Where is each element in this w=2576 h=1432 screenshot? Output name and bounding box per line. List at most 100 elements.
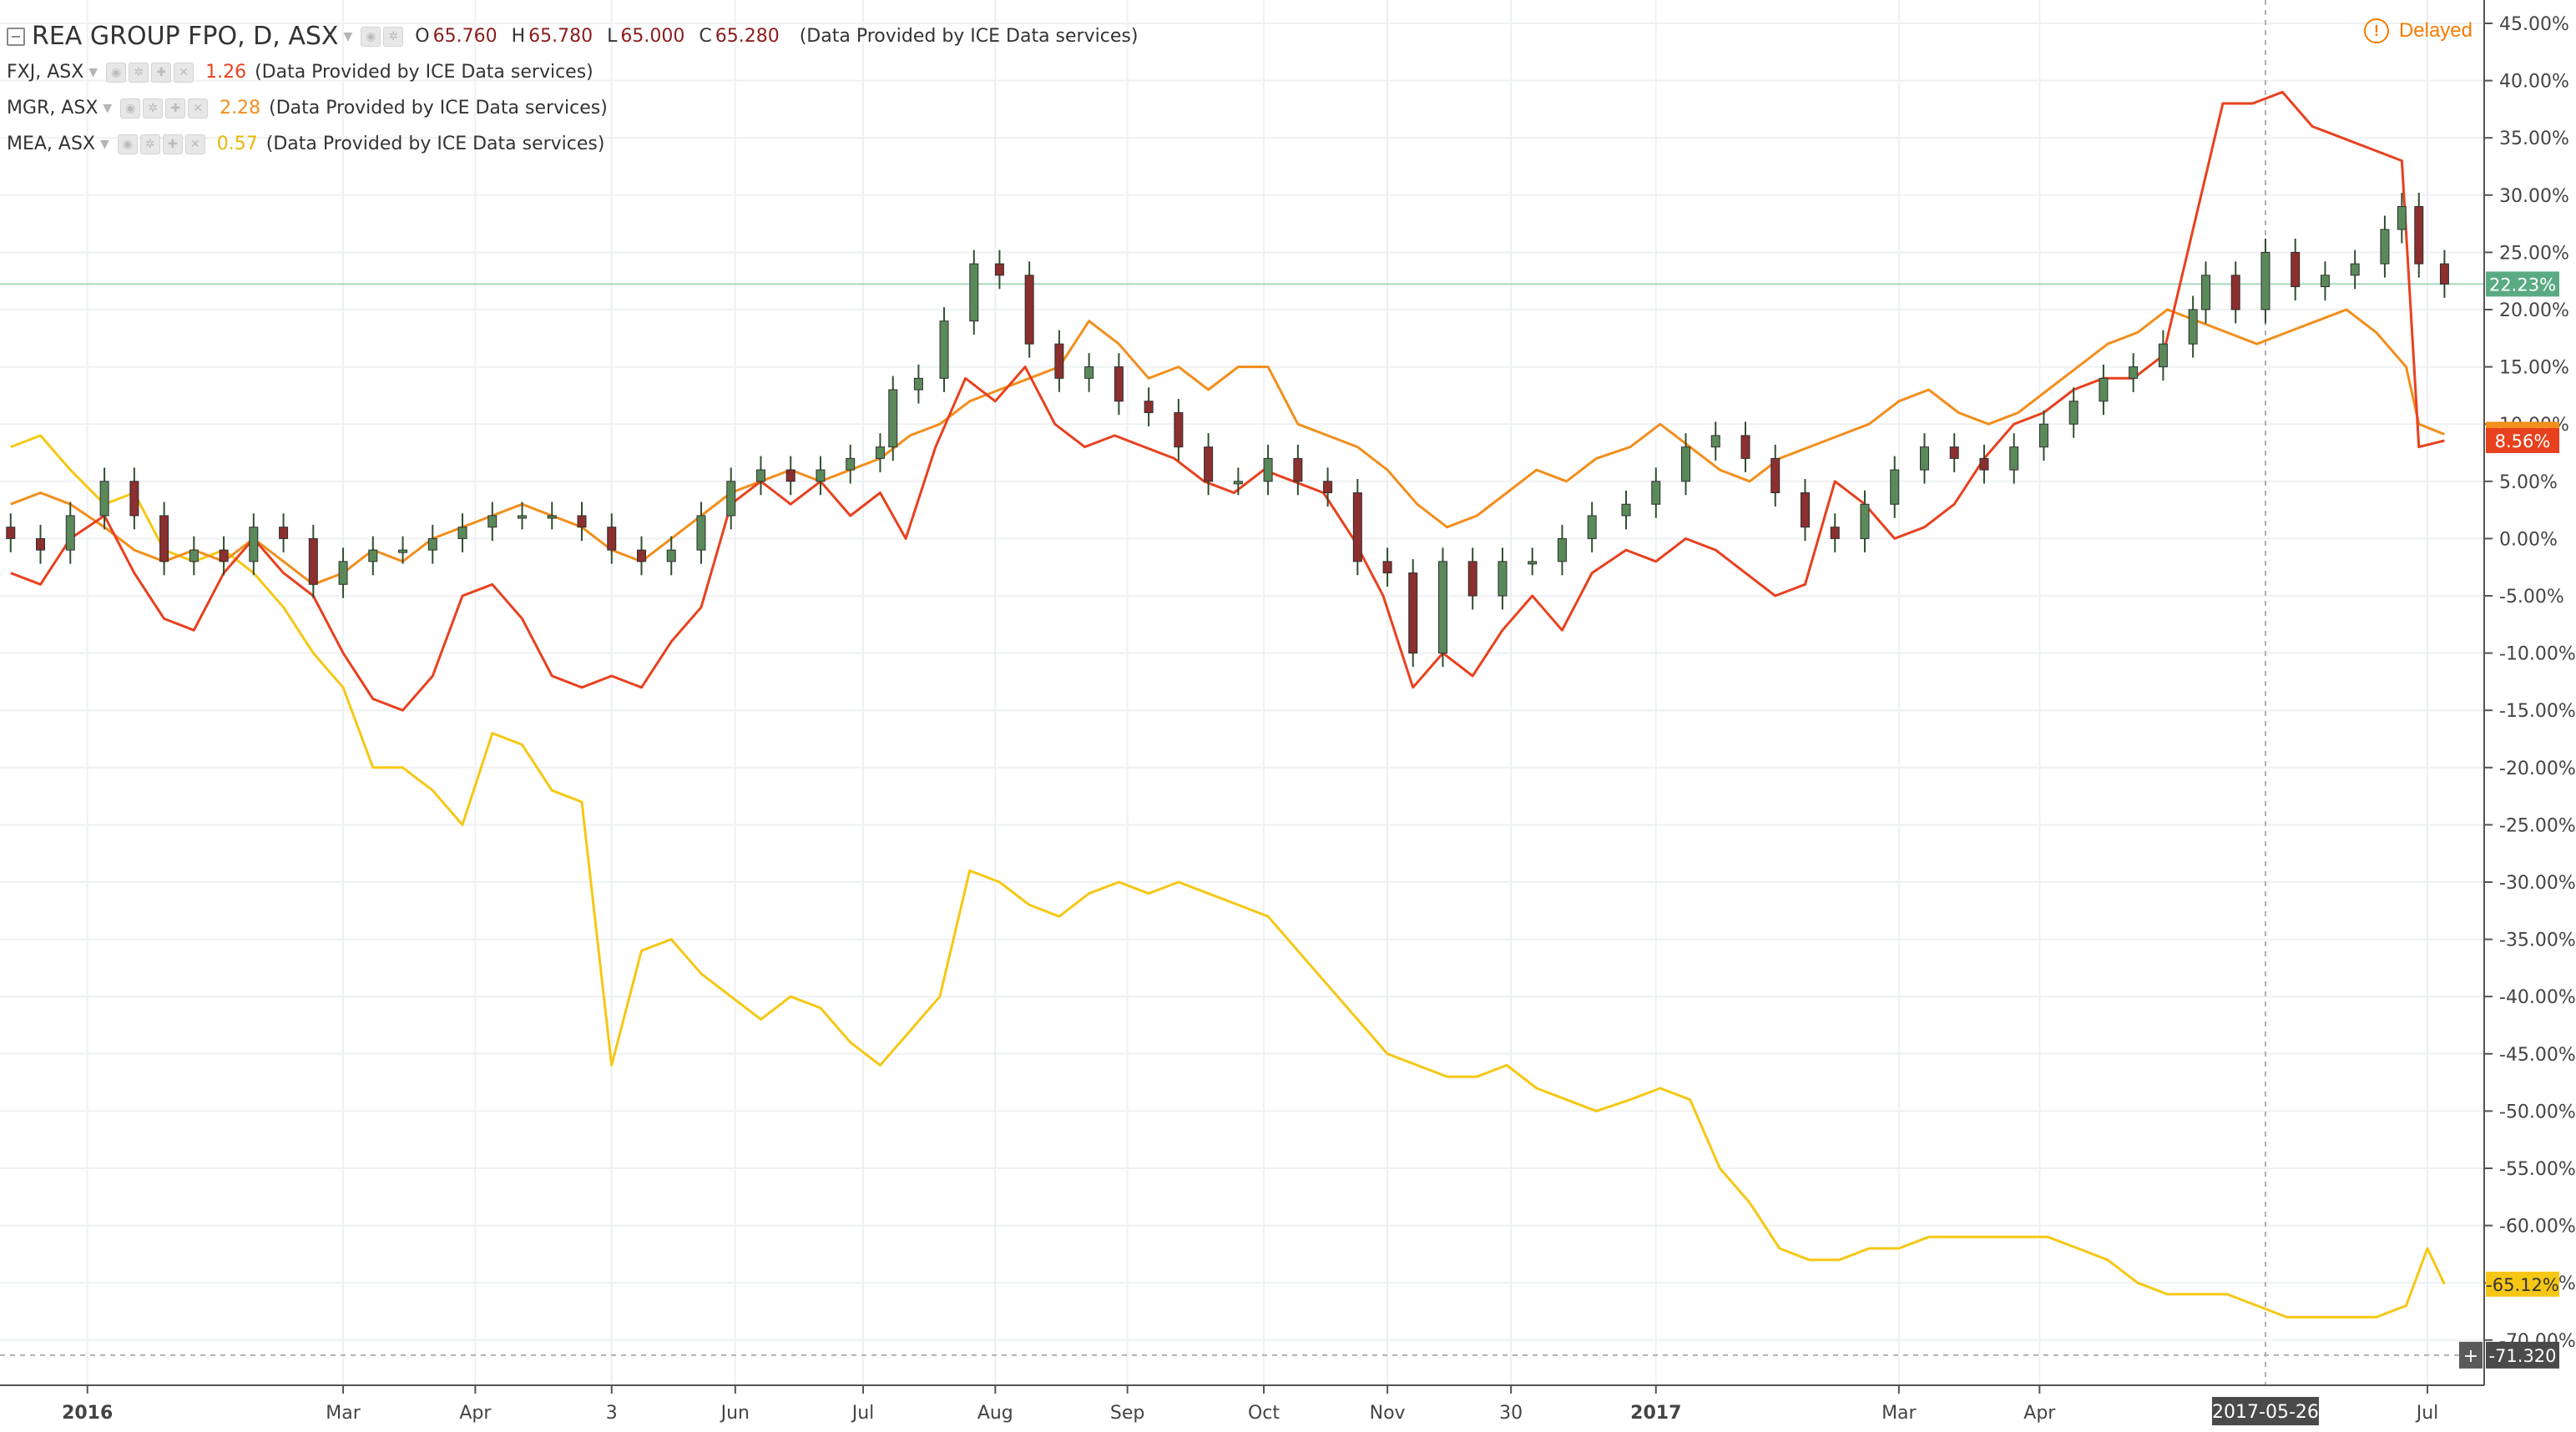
low-label: L [607, 26, 618, 47]
x-tick-label: Apr [2023, 1403, 2056, 1424]
candle-body [755, 469, 765, 482]
compare-symbol-label[interactable]: FXJ, ASX [7, 62, 84, 83]
candle-body [2414, 206, 2424, 265]
candle-body [1949, 446, 1959, 459]
plus-icon-glyph: + [2463, 1346, 2478, 1367]
candle-body [1204, 446, 1214, 482]
chevron-down-icon[interactable]: ▼ [103, 101, 113, 115]
plus-icon[interactable]: ✚ [162, 134, 183, 154]
series-layer [6, 90, 2449, 1319]
candle-body [129, 481, 139, 517]
y-tick-label: -5.00% [2499, 587, 2564, 608]
candle-body [1084, 366, 1094, 379]
last-value-badge [2486, 427, 2559, 453]
gear-icon[interactable]: ✲ [143, 98, 164, 118]
y-tick-label: -20.00% [2499, 759, 2576, 779]
candle-body [1860, 503, 1870, 539]
candle-body [65, 515, 75, 551]
series-line-mgr [10, 308, 2445, 586]
close-icon[interactable]: ✕ [184, 134, 205, 154]
ohlc-values: O 65.760 H 65.780 L 65.000 C 65.280 [415, 26, 787, 47]
candle-body [875, 446, 885, 459]
x-tick-label: Jul [851, 1403, 875, 1424]
gear-icon[interactable]: ✲ [139, 134, 160, 154]
plus-icon[interactable]: ✚ [151, 62, 172, 83]
eye-icon[interactable]: ◉ [361, 26, 381, 47]
x-tick-label: 30 [1499, 1403, 1523, 1424]
candle-body [1054, 343, 1064, 379]
y-tick-label: 35.00% [2499, 129, 2569, 149]
chevron-down-icon[interactable]: ▼ [100, 137, 109, 151]
x-tick-label: Mar [1881, 1403, 1917, 1424]
last-value-labels: 22.23%9.11%8.56%-65.12% [2486, 271, 2559, 1297]
x-tick-label: Aug [977, 1403, 1013, 1424]
candle-body [2009, 446, 2019, 471]
candle-body [666, 549, 676, 562]
x-tick-label: Mar [326, 1403, 361, 1424]
candle-body [457, 527, 467, 539]
candle-body [785, 469, 796, 482]
compare-symbol-label[interactable]: MGR, ASX [7, 98, 98, 118]
collapse-legend-icon[interactable] [7, 27, 25, 46]
last-value-badge [2486, 1271, 2559, 1297]
data-provider-text: (Data Provided by ICE Data services) [265, 134, 605, 154]
candle-body [1681, 446, 1691, 482]
candle-body [1323, 481, 1333, 494]
candle-body [1408, 572, 1418, 654]
y-tick-label: -10.00% [2499, 644, 2576, 665]
candle-body [816, 469, 826, 482]
crosshair-date-badge [2211, 1397, 2319, 1425]
x-axis-ticks: 2016 Mar Apr 3 Jun Jul Aug Sep Oct Nov 30 2017 Mar Ap… [62, 1385, 2438, 1424]
delayed-indicator[interactable]: ! Delayed [2363, 18, 2472, 43]
x-tick-label: Sep [1110, 1403, 1144, 1424]
candle-body [368, 549, 378, 562]
candle-body [1233, 481, 1243, 485]
close-value: 65.280 [715, 26, 780, 47]
candle-body [1528, 561, 1538, 565]
chevron-down-icon[interactable]: ▼ [88, 65, 98, 79]
candle-body [1293, 457, 1303, 482]
grid [0, 0, 2484, 1385]
plus-icon[interactable]: ✚ [165, 98, 186, 118]
compare-symbol-label[interactable]: MEA, ASX [7, 134, 96, 154]
chevron-down-icon[interactable]: ▼ [343, 29, 353, 43]
candle-body [1437, 561, 1447, 654]
main-symbol-title[interactable]: REA GROUP FPO, D, ASX [32, 22, 339, 51]
candle-body [36, 537, 46, 551]
compare-legend-fxj: FXJ, ASX ▼ ◉ ✲ ✚ ✕ 1.26 (Data Provided b… [7, 54, 1138, 90]
y-tick-label: 20.00% [2499, 300, 2569, 321]
candle-body [427, 537, 437, 551]
gear-icon[interactable]: ✲ [129, 62, 149, 83]
close-label: C [699, 26, 712, 47]
y-tick-label: 5.00% [2499, 472, 2558, 493]
y-tick-label: 30.00% [2499, 186, 2569, 207]
series-buttons: ◉ ✲ ✚ ✕ [106, 62, 194, 83]
eye-icon[interactable]: ◉ [120, 98, 141, 118]
price-axis-background[interactable] [2484, 0, 2576, 1432]
candle-body [189, 549, 199, 562]
series-buttons: ◉ ✲ ✚ ✕ [117, 134, 205, 154]
y-tick-label: -55.00% [2499, 1159, 2576, 1180]
candle-body [6, 527, 16, 539]
series-buttons: ◉ ✲ [361, 26, 404, 47]
main-series-legend: REA GROUP FPO, D, ASX ▼ ◉ ✲ O 65.760 H 65.… [7, 18, 1138, 54]
candle-body [1352, 492, 1362, 562]
gear-icon[interactable]: ✲ [383, 26, 404, 47]
high-value: 65.780 [528, 26, 593, 47]
candle-body [2291, 251, 2301, 288]
candle-body [159, 515, 169, 562]
close-icon[interactable]: ✕ [174, 62, 194, 83]
eye-icon[interactable]: ◉ [117, 134, 138, 154]
y-tick-label: -60.00% [2499, 1217, 2576, 1238]
eye-icon[interactable]: ◉ [106, 62, 127, 83]
candle-body [2320, 275, 2330, 288]
candle-body [1651, 481, 1661, 505]
close-icon[interactable]: ✕ [188, 98, 209, 118]
candle-body [1498, 561, 1508, 597]
candle-body [577, 515, 587, 528]
legend: REA GROUP FPO, D, ASX ▼ ◉ ✲ O 65.760 H 65.… [7, 18, 1138, 162]
candle-body [1770, 457, 1780, 494]
candle-body [2260, 251, 2270, 310]
candle-body [846, 457, 856, 471]
